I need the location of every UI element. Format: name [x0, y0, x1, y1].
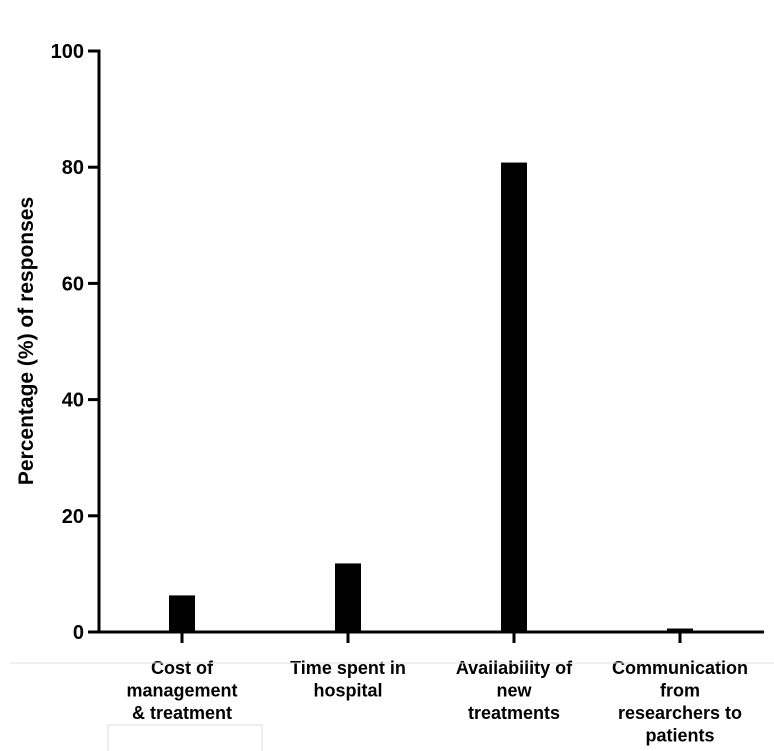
- blank-box: [107, 724, 263, 751]
- bar-2: [335, 563, 361, 632]
- bar-1: [169, 595, 195, 632]
- x-tick-label: Cost of management & treatment: [126, 658, 237, 723]
- x-axis: Cost of management & treatment Time spent i…: [88, 630, 764, 746]
- bar-4: [667, 628, 693, 632]
- x-tick-label: Availability of new treatments: [456, 658, 573, 723]
- y-tick-label: 60: [62, 273, 84, 295]
- y-tick-label: 80: [62, 157, 84, 179]
- y-tick-label: 100: [51, 41, 84, 63]
- bar-3: [501, 162, 527, 632]
- x-tick-label: Time spent in hospital: [290, 658, 406, 701]
- y-axis: 0 20 40 60 80 100: [51, 41, 101, 644]
- bars-group: [169, 162, 693, 632]
- y-axis-title: Percentage (%) of responses: [15, 197, 38, 485]
- y-tick-label: 20: [62, 506, 84, 528]
- y-tick-label: 40: [62, 390, 84, 412]
- x-tick-label: Communication from researchers to patients: [612, 658, 748, 746]
- y-tick-label: 0: [73, 622, 84, 644]
